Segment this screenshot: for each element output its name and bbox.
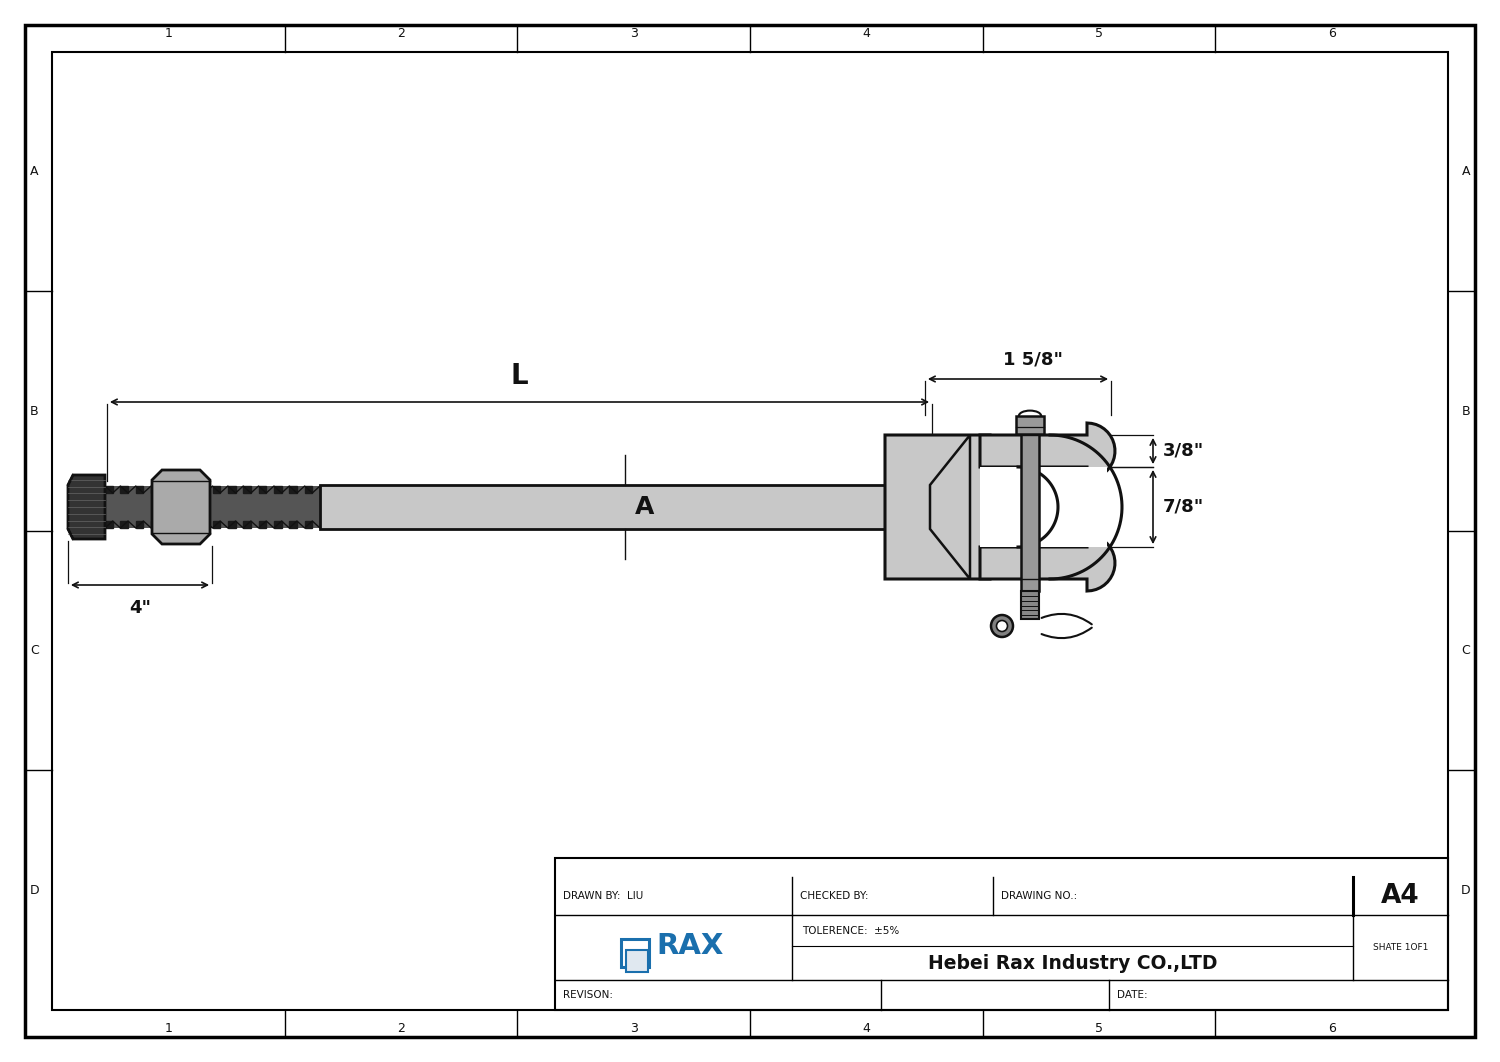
- Text: 5: 5: [1095, 27, 1102, 40]
- Polygon shape: [258, 521, 267, 528]
- Bar: [555, 858, 1448, 1010]
- Text: 4": 4": [129, 599, 152, 617]
- Polygon shape: [182, 521, 189, 528]
- Polygon shape: [166, 521, 174, 528]
- Text: RAX: RAX: [657, 932, 723, 960]
- Text: DATE:: DATE:: [1116, 990, 1148, 1000]
- Text: L: L: [510, 362, 528, 390]
- Polygon shape: [105, 521, 112, 528]
- Text: Hebei Rax Industry CO.,LTD: Hebei Rax Industry CO.,LTD: [927, 954, 1216, 973]
- Polygon shape: [152, 521, 159, 528]
- Text: C: C: [30, 645, 39, 657]
- Text: 4: 4: [862, 27, 870, 40]
- FancyBboxPatch shape: [980, 467, 1107, 547]
- Polygon shape: [228, 521, 236, 528]
- Circle shape: [992, 615, 1012, 637]
- Bar: [320, 485, 930, 529]
- Polygon shape: [182, 486, 189, 493]
- Bar: [621, 939, 650, 966]
- Text: 3/8": 3/8": [1162, 442, 1204, 460]
- Text: SHATE 1OF1: SHATE 1OF1: [1372, 943, 1428, 952]
- Polygon shape: [290, 486, 297, 493]
- Text: 1: 1: [165, 1022, 172, 1035]
- Text: C: C: [1461, 645, 1470, 657]
- Polygon shape: [196, 521, 206, 528]
- Bar: [1022, 590, 1040, 619]
- Circle shape: [996, 620, 1008, 632]
- Text: A: A: [30, 166, 39, 178]
- Bar: [1016, 416, 1044, 434]
- Text: 7/8": 7/8": [1162, 498, 1204, 516]
- Polygon shape: [120, 521, 128, 528]
- FancyArrowPatch shape: [1041, 628, 1092, 638]
- Polygon shape: [243, 521, 250, 528]
- Text: DRAWING NO.:: DRAWING NO.:: [1000, 891, 1077, 901]
- FancyBboxPatch shape: [885, 435, 990, 579]
- Text: 2: 2: [398, 1022, 405, 1035]
- Text: DRAWN BY:  LIU: DRAWN BY: LIU: [562, 891, 644, 901]
- Polygon shape: [304, 486, 312, 493]
- Polygon shape: [166, 486, 174, 493]
- Text: TOLERENCE:  ±5%: TOLERENCE: ±5%: [801, 926, 898, 936]
- Text: REVISON:: REVISON:: [562, 990, 614, 1000]
- Text: B: B: [30, 405, 39, 417]
- Polygon shape: [120, 486, 128, 493]
- Text: 6: 6: [1328, 27, 1335, 40]
- Text: A: A: [1461, 166, 1470, 178]
- Polygon shape: [196, 486, 206, 493]
- Text: 6: 6: [1328, 1022, 1335, 1035]
- Polygon shape: [274, 486, 282, 493]
- Text: D: D: [1461, 884, 1470, 896]
- Polygon shape: [274, 521, 282, 528]
- Polygon shape: [135, 521, 144, 528]
- Text: 3: 3: [630, 1022, 638, 1035]
- Text: 2: 2: [398, 27, 405, 40]
- Polygon shape: [228, 486, 236, 493]
- Polygon shape: [135, 486, 144, 493]
- Polygon shape: [105, 486, 112, 493]
- Text: 1: 1: [165, 27, 172, 40]
- Polygon shape: [258, 486, 267, 493]
- Polygon shape: [243, 486, 250, 493]
- Text: 4: 4: [862, 1022, 870, 1035]
- Text: A4: A4: [1382, 883, 1420, 909]
- Text: A: A: [636, 495, 654, 519]
- Text: D: D: [30, 884, 39, 896]
- Polygon shape: [980, 535, 1114, 590]
- Text: 3: 3: [630, 27, 638, 40]
- Bar: [1022, 423, 1040, 590]
- Text: 5: 5: [1095, 1022, 1102, 1035]
- Polygon shape: [213, 486, 220, 493]
- Text: CHECKED BY:: CHECKED BY:: [800, 891, 868, 901]
- Bar: [627, 949, 648, 972]
- Polygon shape: [980, 423, 1114, 479]
- Polygon shape: [68, 475, 105, 539]
- Polygon shape: [213, 521, 220, 528]
- FancyArrowPatch shape: [1041, 614, 1092, 624]
- Polygon shape: [930, 435, 970, 579]
- Polygon shape: [304, 521, 312, 528]
- Polygon shape: [152, 470, 210, 544]
- Polygon shape: [290, 521, 297, 528]
- Bar: [105, 486, 320, 528]
- Text: B: B: [1461, 405, 1470, 417]
- Text: 1 5/8": 1 5/8": [1004, 352, 1064, 369]
- Polygon shape: [152, 486, 159, 493]
